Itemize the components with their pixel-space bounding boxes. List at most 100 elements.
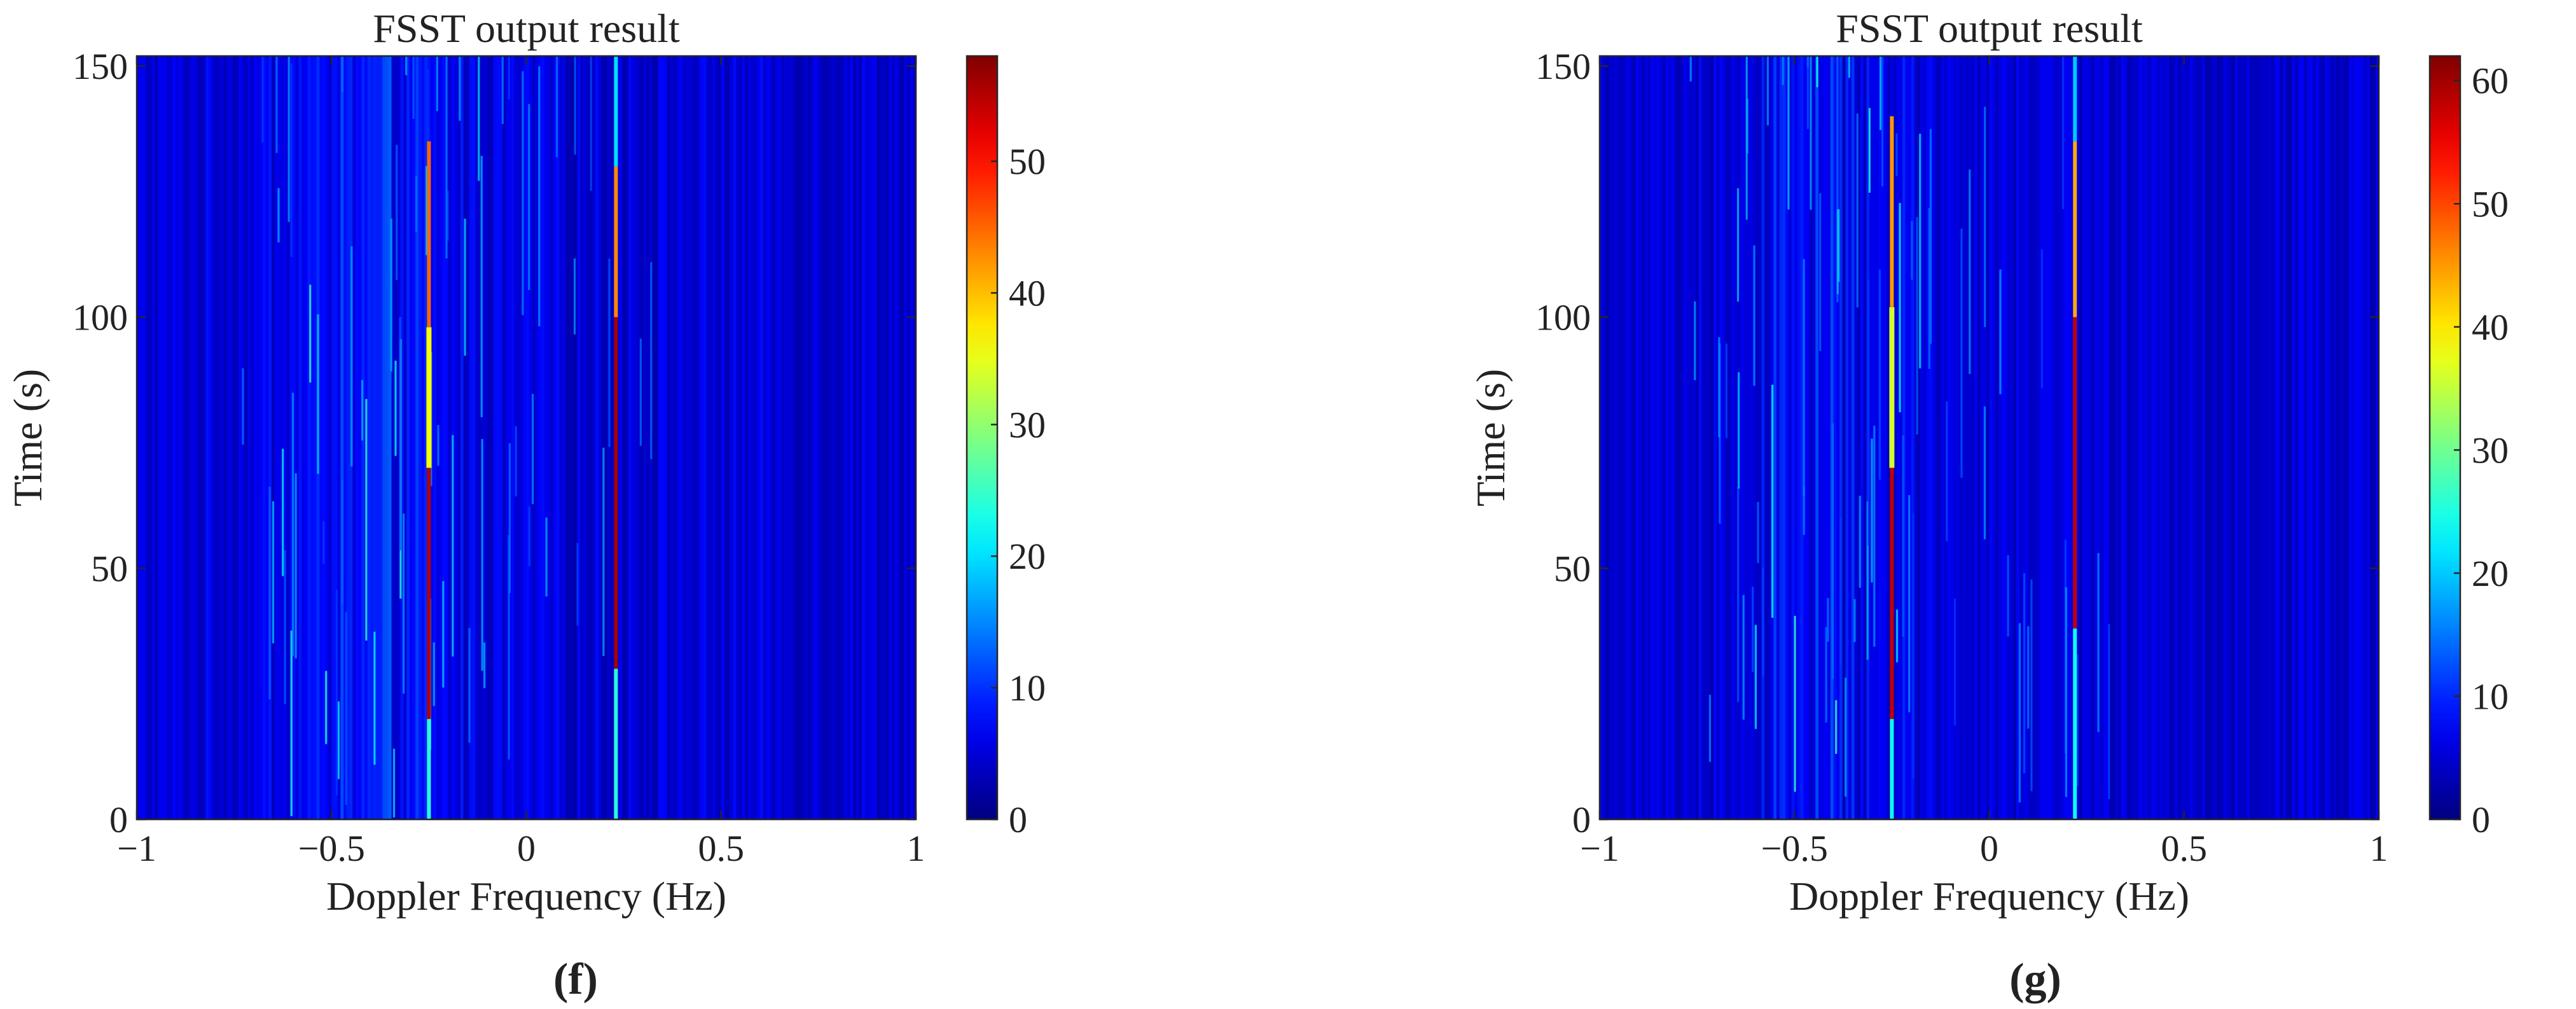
colorbar-tick-label: 50 (1009, 141, 1046, 183)
heatmap-streak (1766, 56, 1769, 126)
ridge-2 (2073, 56, 2077, 819)
heatmap-cell (2276, 56, 2281, 819)
heatmap-cell (1638, 56, 1642, 819)
heatmap-cell (544, 56, 548, 819)
heatmap-cell (1746, 56, 1750, 819)
heatmap-cell (1761, 56, 1765, 819)
ridge-2-segment-3 (2073, 141, 2077, 317)
heatmap-streak (290, 63, 293, 257)
heatmap-cell (2139, 56, 2143, 819)
heatmap-cell (876, 56, 881, 819)
heatmap-streak (528, 506, 530, 566)
heatmap-cell (502, 56, 506, 819)
heatmap-cell (214, 56, 218, 819)
heatmap-cell (775, 56, 779, 819)
heatmap-cell (2124, 56, 2128, 819)
ridge-1-segment-3 (1889, 307, 1895, 468)
heatmap-cell (2220, 56, 2224, 819)
heatmap-cell (1611, 56, 1616, 819)
heatmap-streak (309, 284, 312, 383)
heatmap-cell (769, 56, 773, 819)
heatmap-streak (2097, 553, 2100, 732)
heatmap-cell (331, 56, 335, 819)
heatmap-streak (1879, 56, 1882, 130)
heatmap-cell (424, 56, 428, 819)
heatmap-cell (2313, 56, 2316, 819)
heatmap-streak (1899, 203, 1901, 413)
heatmap-cell (1854, 56, 1858, 819)
heatmap-cell (2322, 56, 2325, 819)
heatmap-streak (284, 550, 286, 704)
heatmap-streak (396, 144, 398, 280)
colorbar-frame (966, 55, 999, 821)
heatmap-streak (1895, 133, 1898, 177)
x-axis: −1 −0.5 0 0.5 1 (117, 56, 925, 869)
heatmap-streak (1725, 344, 1728, 438)
x-tick-label: 0.5 (2161, 828, 2208, 869)
heatmap-cell (871, 56, 875, 819)
heatmap-cell (520, 56, 524, 819)
heatmap-cell (880, 56, 883, 819)
heatmap-cell (838, 56, 841, 819)
heatmap-cell (293, 56, 296, 819)
heatmap-cell (2150, 56, 2155, 819)
heatmap-cell (2274, 56, 2278, 819)
heatmap-cell (295, 56, 300, 819)
heatmap-streak (2076, 654, 2079, 786)
ridge-1 (1889, 116, 1895, 819)
heatmap-cell (535, 56, 539, 819)
ridge-1-segment-2 (1890, 468, 1894, 720)
heatmap-cell (1665, 56, 1669, 819)
heatmap-cell (2268, 56, 2271, 819)
heatmap-cell (2070, 56, 2074, 819)
heatmap-cell (2234, 56, 2239, 819)
heatmap-streak (522, 71, 524, 316)
heatmap-cell (2238, 56, 2241, 819)
panel-label: (g) (2009, 955, 2061, 1004)
heatmap-cell (2142, 56, 2146, 819)
ridge-2-segment-4 (2073, 56, 2077, 142)
x-tick-label: −0.5 (298, 828, 365, 869)
heatmap-streak (2062, 56, 2065, 209)
heatmap-cell (547, 56, 551, 819)
heatmap-cell (475, 56, 479, 819)
heatmap-cell (1659, 56, 1663, 819)
heatmap-cell (307, 56, 311, 819)
heatmap-cell (616, 56, 620, 819)
heatmap-cell (2355, 56, 2358, 819)
colorbar-tick-label: 40 (2472, 307, 2509, 348)
heatmap-cell (2034, 56, 2038, 819)
heatmap-streak (1946, 401, 1948, 541)
ridge-1-segment-3 (426, 327, 432, 468)
heatmap-cell (784, 56, 787, 819)
colorbar-tick-label: 30 (1009, 404, 1046, 445)
heatmap-cell (2327, 56, 2332, 819)
heatmap-cell (1947, 56, 1951, 819)
heatmap-cell (1752, 56, 1756, 819)
heatmap-cell (1743, 56, 1747, 819)
heatmap-cell (1803, 56, 1807, 819)
heatmap-cell (874, 56, 878, 819)
heatmap-cell (244, 56, 248, 819)
ridge-1 (426, 141, 432, 819)
heatmap-cell (2109, 56, 2113, 819)
heatmap-cell (2079, 56, 2083, 819)
heatmap-cell (2058, 56, 2062, 819)
heatmap-cell (2196, 56, 2199, 819)
heatmap-cell (751, 56, 755, 819)
heatmap-cell (142, 56, 146, 819)
heatmap-cell (2316, 56, 2320, 819)
heatmap-streak (1762, 567, 1764, 677)
heatmap-cell (801, 56, 806, 819)
heatmap-streak (390, 218, 392, 372)
heatmap-streak (1984, 106, 1986, 328)
heatmap-cell (262, 56, 267, 819)
heatmap-cell (1635, 56, 1639, 819)
heatmap-cell (787, 56, 791, 819)
heatmap-cell (1989, 56, 1993, 819)
heatmap-cell (2019, 56, 2023, 819)
heatmap-streak (1746, 99, 1748, 154)
heatmap-cell (2226, 56, 2230, 819)
heatmap-cell (2118, 56, 2122, 819)
heatmap-cell (2262, 56, 2266, 819)
